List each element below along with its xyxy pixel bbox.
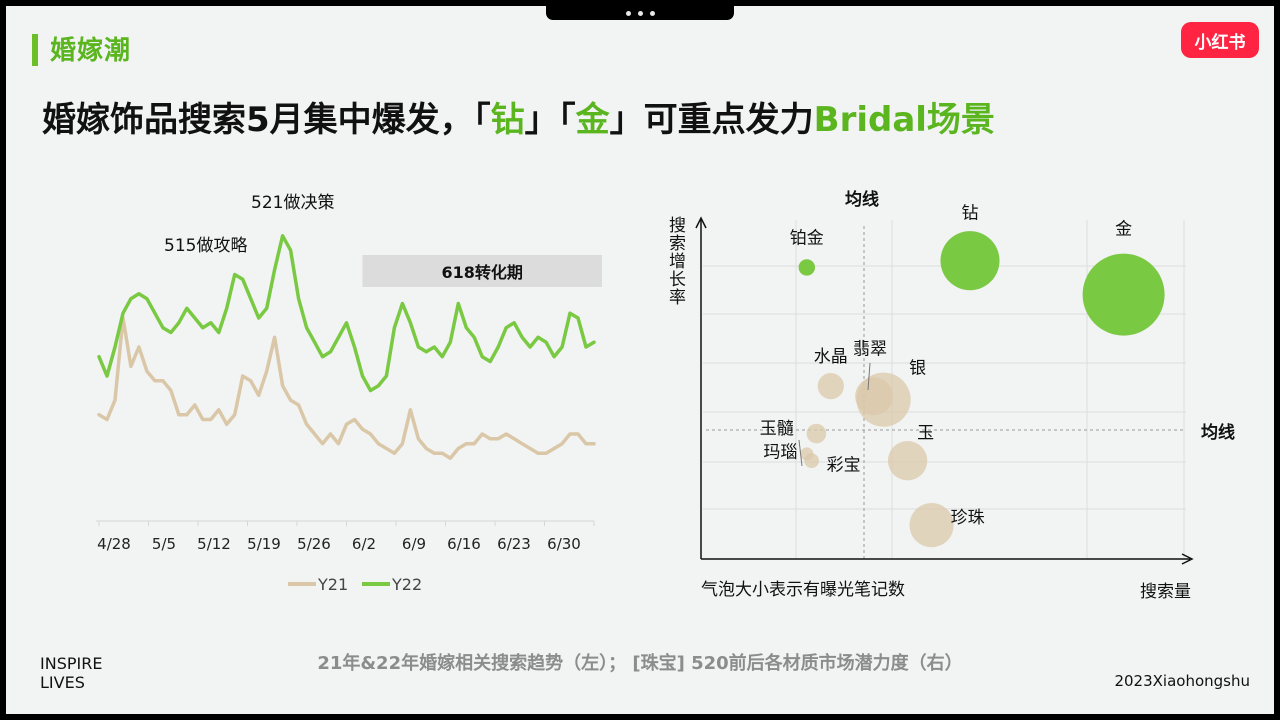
x-tick-label: 6/23 bbox=[497, 535, 531, 553]
conversion-period-label: 618转化期 bbox=[442, 263, 523, 282]
footer-brand: 2023Xiaohongshu bbox=[1114, 672, 1250, 690]
legend-label-y21: Y21 bbox=[317, 575, 348, 594]
headline: 婚嫁饰品搜索5月集中爆发，「钻」「金」可重点发力Bridal场景 bbox=[42, 92, 995, 141]
x-axis-label: 搜索量 bbox=[1140, 582, 1191, 602]
avg-line-label-top: 均线 bbox=[845, 189, 879, 210]
bubble-玉 bbox=[887, 441, 928, 481]
y-axis-label: 搜索增长率 bbox=[669, 216, 686, 308]
bubble-金 bbox=[1082, 253, 1165, 336]
grip-dot bbox=[637, 10, 643, 16]
headline-mid: 」「 bbox=[524, 100, 576, 140]
bubble-label: 玛瑙 bbox=[763, 443, 797, 463]
y-axis-arrow bbox=[695, 216, 707, 229]
headline-gold: 金 bbox=[575, 100, 610, 140]
bubble-label: 玉髓 bbox=[760, 419, 794, 439]
headline-part1: 婚嫁饰品搜索5月集中爆发，「 bbox=[42, 100, 491, 140]
inspire-line2: LIVES bbox=[40, 673, 85, 692]
x-tick-label: 5/26 bbox=[297, 535, 331, 553]
bubble-label: 水晶 bbox=[814, 347, 848, 367]
inspire-lives: INSPIRE LIVES bbox=[40, 654, 102, 692]
bubble-钻 bbox=[940, 231, 1000, 291]
headline-bridal: Bridal场景 bbox=[813, 100, 995, 140]
bubble-彩宝 bbox=[804, 453, 819, 469]
bubble-label: 翡翠 bbox=[853, 339, 887, 359]
annotation-521: 521做决策 bbox=[251, 193, 334, 213]
bubble-label: 银 bbox=[909, 359, 926, 379]
x-tick-label: 5/5 bbox=[152, 535, 176, 553]
window-grip-bar[interactable] bbox=[546, 6, 734, 20]
figure-caption: 21年&22年婚嫁相关搜索趋势（左）； [珠宝] 520前后各材质市场潜力度（右… bbox=[317, 653, 963, 674]
x-tick-label: 6/9 bbox=[402, 535, 426, 553]
x-axis-arrow bbox=[1181, 553, 1194, 565]
bubble-银 bbox=[856, 372, 911, 427]
headline-part2: 」可重点发力 bbox=[609, 100, 814, 140]
leader-yusui bbox=[798, 439, 803, 467]
annotation-515: 515做攻略 bbox=[164, 236, 247, 256]
series-line-y21 bbox=[97, 316, 596, 460]
bubble-珍珠 bbox=[909, 502, 954, 548]
legend-label-y22: Y22 bbox=[391, 575, 422, 594]
bubble-size-note: 气泡大小表示有曝光笔记数 bbox=[701, 580, 905, 600]
bubble-label: 钻 bbox=[962, 204, 979, 224]
slide: 婚嫁潮 小红书 婚嫁饰品搜索5月集中爆发，「钻」「金」可重点发力Bridal场景… bbox=[6, 6, 1274, 714]
x-tick-label: 6/30 bbox=[547, 535, 581, 553]
x-tick-label: 5/19 bbox=[247, 535, 281, 553]
xiaohongshu-logo: 小红书 bbox=[1181, 22, 1259, 58]
x-tick-label: 6/16 bbox=[447, 535, 481, 553]
x-tick-label: 4/28 bbox=[97, 535, 131, 553]
bubble-翡翠 bbox=[855, 377, 893, 416]
bubble-玛瑙 bbox=[806, 423, 827, 444]
section-accent-bar bbox=[32, 34, 38, 66]
bubble-玉髓 bbox=[800, 447, 814, 461]
bubble-水晶 bbox=[817, 372, 844, 400]
leader-feicui bbox=[867, 362, 871, 391]
grip-dot bbox=[649, 10, 655, 16]
grip-dot bbox=[625, 10, 631, 16]
headline-diamond: 钻 bbox=[490, 100, 525, 140]
bubble-label: 玉 bbox=[917, 424, 934, 444]
x-tick-label: 5/12 bbox=[197, 535, 231, 553]
avg-line-label-right: 均线 bbox=[1201, 422, 1235, 443]
series-line-y22 bbox=[97, 234, 596, 393]
section-title: 婚嫁潮 bbox=[50, 36, 132, 66]
bubble-label: 彩宝 bbox=[827, 456, 861, 476]
bubble-label: 珍珠 bbox=[951, 508, 985, 528]
bubble-铂金 bbox=[798, 259, 815, 276]
conversion-period-band bbox=[362, 255, 602, 287]
x-tick-label: 6/2 bbox=[352, 535, 376, 553]
bubble-label: 金 bbox=[1115, 220, 1132, 240]
inspire-line1: INSPIRE bbox=[40, 654, 103, 673]
bubble-label: 铂金 bbox=[790, 228, 824, 248]
